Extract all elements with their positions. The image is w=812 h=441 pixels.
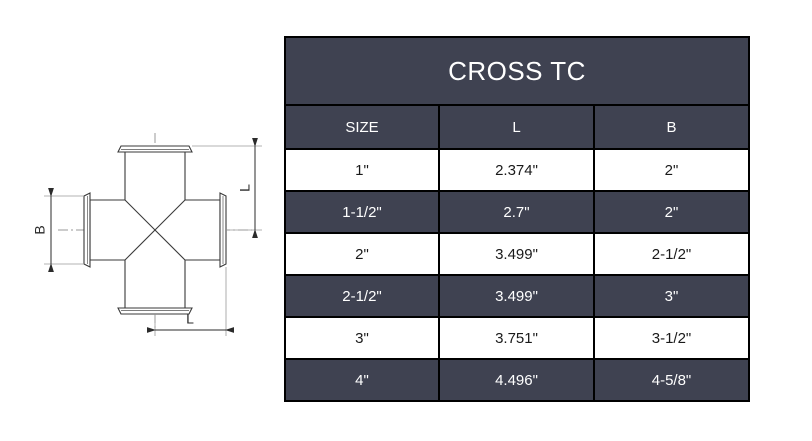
- table-title-row: CROSS TC: [284, 36, 750, 106]
- cell-size: 1": [284, 148, 440, 192]
- table-row: 3" 3.751" 3-1/2": [284, 316, 750, 360]
- cell-l: 4.496": [438, 358, 595, 402]
- cell-b: 3": [593, 274, 750, 318]
- table-row: 4" 4.496" 4-5/8": [284, 358, 750, 402]
- table-row: 2-1/2" 3.499" 3": [284, 274, 750, 318]
- cell-b: 2": [593, 190, 750, 234]
- flange-right: [219, 192, 227, 268]
- diagonal-upper-left: [124, 199, 156, 231]
- flange-bottom-body: [117, 307, 193, 315]
- cell-l: 3.499": [438, 232, 595, 276]
- cell-l: 3.499": [438, 274, 595, 318]
- column-header-b: B: [593, 104, 750, 150]
- dimension-lines: [48, 138, 258, 333]
- cell-l: 2.374": [438, 148, 595, 192]
- cross-tc-spec-table: CROSS TC SIZE L B 1" 2.374" 2" 1-1/2" 2.…: [284, 36, 750, 402]
- flange-left: [83, 192, 91, 268]
- dimension-label-l-vertical: L: [237, 184, 253, 192]
- cross-tc-fitting-diagram: B L L: [32, 133, 262, 336]
- diagonal-lower-right: [154, 229, 186, 261]
- flange-top-body: [117, 145, 193, 153]
- cell-size: 4": [284, 358, 440, 402]
- table-header-row: SIZE L B: [284, 104, 750, 150]
- cell-b: 4-5/8": [593, 358, 750, 402]
- cell-b: 2-1/2": [593, 232, 750, 276]
- diagonal-lower-left: [124, 229, 156, 261]
- drawing-panel: B L L: [0, 0, 283, 441]
- table-body: 1" 2.374" 2" 1-1/2" 2.7" 2" 2" 3.499" 2-…: [284, 148, 750, 402]
- dimension-label-l-horizontal: L: [186, 311, 194, 327]
- flange-top: [117, 145, 193, 153]
- flange-left-body: [83, 192, 91, 268]
- cell-size: 1-1/2": [284, 190, 440, 234]
- cell-b: 3-1/2": [593, 316, 750, 360]
- cell-size: 2": [284, 232, 440, 276]
- cell-b: 2": [593, 148, 750, 192]
- dimension-label-b: B: [32, 225, 48, 234]
- cell-size: 3": [284, 316, 440, 360]
- table-title: CROSS TC: [284, 36, 750, 106]
- table-row: 1-1/2" 2.7" 2": [284, 190, 750, 234]
- junction-diagonals: [124, 199, 186, 261]
- cell-size: 2-1/2": [284, 274, 440, 318]
- flange-bottom: [117, 307, 193, 315]
- cell-l: 2.7": [438, 190, 595, 234]
- column-header-l: L: [438, 104, 595, 150]
- table-row: 1" 2.374" 2": [284, 148, 750, 192]
- table-row: 2" 3.499" 2-1/2": [284, 232, 750, 276]
- column-header-size: SIZE: [284, 104, 440, 150]
- cell-l: 3.751": [438, 316, 595, 360]
- diagonal-upper-right: [154, 199, 186, 231]
